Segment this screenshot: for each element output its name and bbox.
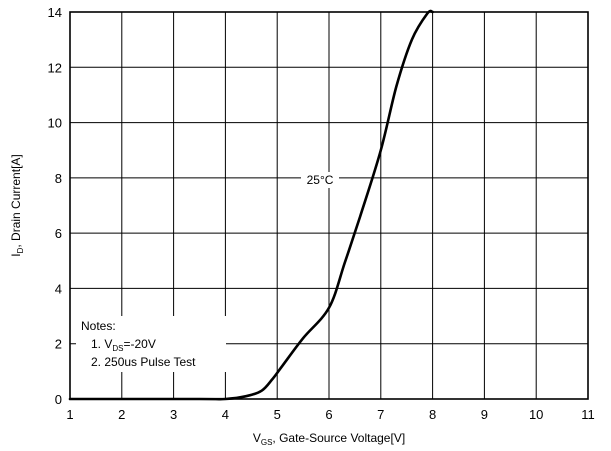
x-tick-label: 6 <box>325 407 332 422</box>
x-tick-label: 4 <box>222 407 229 422</box>
y-axis-label-rest: , Drain Current[A] <box>9 154 23 247</box>
plot-frame <box>69 11 589 400</box>
y-tick-label: 10 <box>48 116 62 131</box>
notes-line-1-prefix: 1. V <box>91 337 112 351</box>
y-axis-label-main: I <box>9 253 23 256</box>
x-axis-label-main: V <box>253 431 261 445</box>
y-tick-label: 14 <box>48 5 62 20</box>
x-tick-label: 3 <box>170 407 177 422</box>
y-axis-label: ID, Drain Current[A] <box>9 154 25 257</box>
x-tick-label: 8 <box>429 407 436 422</box>
notes-background <box>76 316 226 372</box>
x-axis-label: VGS, Gate-Source Voltage[V] <box>253 431 405 447</box>
notes-line-1-sub: DS <box>112 344 123 353</box>
series-label-25c: 25°C <box>307 173 334 187</box>
y-tick-label: 8 <box>55 171 62 186</box>
x-tick-label: 7 <box>377 407 384 422</box>
x-tick-label: 1 <box>66 407 73 422</box>
y-tick-label: 6 <box>55 226 62 241</box>
x-tick-label: 2 <box>118 407 125 422</box>
notes-line-1: 1. VDS=-20V <box>91 337 156 353</box>
x-axis-label-rest: , Gate-Source Voltage[V] <box>272 431 405 445</box>
x-tick-labels: 1 2 3 4 5 6 7 8 9 10 11 <box>66 407 594 422</box>
y-tick-label: 12 <box>48 60 62 75</box>
series-label-background <box>301 172 339 188</box>
x-tick-label: 5 <box>274 407 281 422</box>
y-tick-label: 4 <box>55 281 62 296</box>
x-tick-label: 11 <box>581 407 595 422</box>
x-tick-label: 9 <box>481 407 488 422</box>
y-tick-labels: 0 2 4 6 8 10 12 14 <box>48 5 62 407</box>
notes-heading: Notes: <box>81 319 116 333</box>
x-tick-label: 10 <box>529 407 543 422</box>
series-line-25c <box>68 9 434 401</box>
y-tick-label: 2 <box>55 337 62 352</box>
notes-line-1-suffix: =-20V <box>123 337 155 351</box>
y-tick-label: 0 <box>55 392 62 407</box>
x-axis-label-sub: GS <box>261 438 273 447</box>
notes-line-2: 2. 250us Pulse Test <box>91 355 196 369</box>
y-axis-label-sub: D <box>16 247 25 253</box>
